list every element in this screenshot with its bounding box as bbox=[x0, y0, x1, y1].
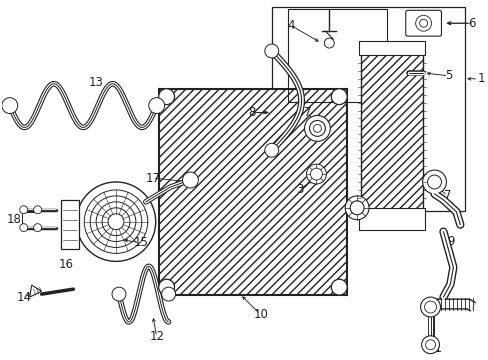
Text: 13: 13 bbox=[88, 76, 103, 89]
Circle shape bbox=[112, 287, 126, 301]
Circle shape bbox=[427, 175, 441, 189]
FancyBboxPatch shape bbox=[405, 10, 441, 36]
Text: 11: 11 bbox=[427, 342, 442, 355]
Text: 10: 10 bbox=[253, 309, 268, 321]
Circle shape bbox=[182, 172, 198, 188]
Bar bbox=[158, 89, 346, 295]
Circle shape bbox=[345, 196, 368, 220]
Bar bbox=[358, 208, 424, 230]
Text: 5: 5 bbox=[444, 69, 451, 82]
Circle shape bbox=[324, 38, 334, 48]
Text: 18: 18 bbox=[6, 213, 21, 226]
Circle shape bbox=[304, 116, 330, 141]
Circle shape bbox=[310, 168, 322, 180]
Text: 3: 3 bbox=[295, 184, 303, 197]
Text: 14: 14 bbox=[16, 291, 31, 303]
Circle shape bbox=[331, 89, 346, 105]
Text: 16: 16 bbox=[59, 258, 74, 271]
Circle shape bbox=[420, 297, 440, 317]
Text: 12: 12 bbox=[149, 330, 164, 343]
Circle shape bbox=[313, 125, 321, 132]
Circle shape bbox=[306, 164, 325, 184]
Circle shape bbox=[34, 224, 41, 231]
Bar bbox=[360, 53, 422, 210]
Text: 4: 4 bbox=[286, 19, 294, 32]
Circle shape bbox=[2, 98, 18, 113]
Circle shape bbox=[264, 44, 278, 58]
Text: 9: 9 bbox=[447, 235, 454, 248]
Circle shape bbox=[158, 279, 174, 295]
Circle shape bbox=[425, 340, 435, 350]
Text: 7: 7 bbox=[443, 189, 450, 202]
Circle shape bbox=[424, 301, 436, 313]
Text: 1: 1 bbox=[476, 72, 484, 85]
Circle shape bbox=[331, 279, 346, 295]
Text: 7: 7 bbox=[303, 106, 311, 119]
Circle shape bbox=[148, 98, 164, 113]
Circle shape bbox=[158, 89, 174, 105]
Text: 15: 15 bbox=[133, 236, 148, 249]
Bar bbox=[287, 9, 386, 102]
Text: 2: 2 bbox=[369, 216, 377, 229]
Circle shape bbox=[20, 224, 28, 231]
Bar bbox=[271, 7, 464, 211]
Bar bbox=[61, 200, 79, 249]
Circle shape bbox=[162, 287, 175, 301]
Bar bbox=[358, 41, 424, 55]
Circle shape bbox=[20, 206, 28, 214]
Circle shape bbox=[421, 336, 439, 354]
Text: 17: 17 bbox=[145, 171, 160, 185]
Circle shape bbox=[419, 19, 427, 27]
Circle shape bbox=[415, 15, 431, 31]
Circle shape bbox=[349, 201, 364, 215]
Circle shape bbox=[309, 121, 325, 136]
Polygon shape bbox=[30, 285, 41, 297]
Circle shape bbox=[76, 182, 155, 261]
Text: 6: 6 bbox=[468, 17, 475, 30]
Text: 8: 8 bbox=[248, 106, 255, 119]
Circle shape bbox=[422, 170, 446, 194]
Circle shape bbox=[264, 143, 278, 157]
Circle shape bbox=[34, 206, 41, 214]
